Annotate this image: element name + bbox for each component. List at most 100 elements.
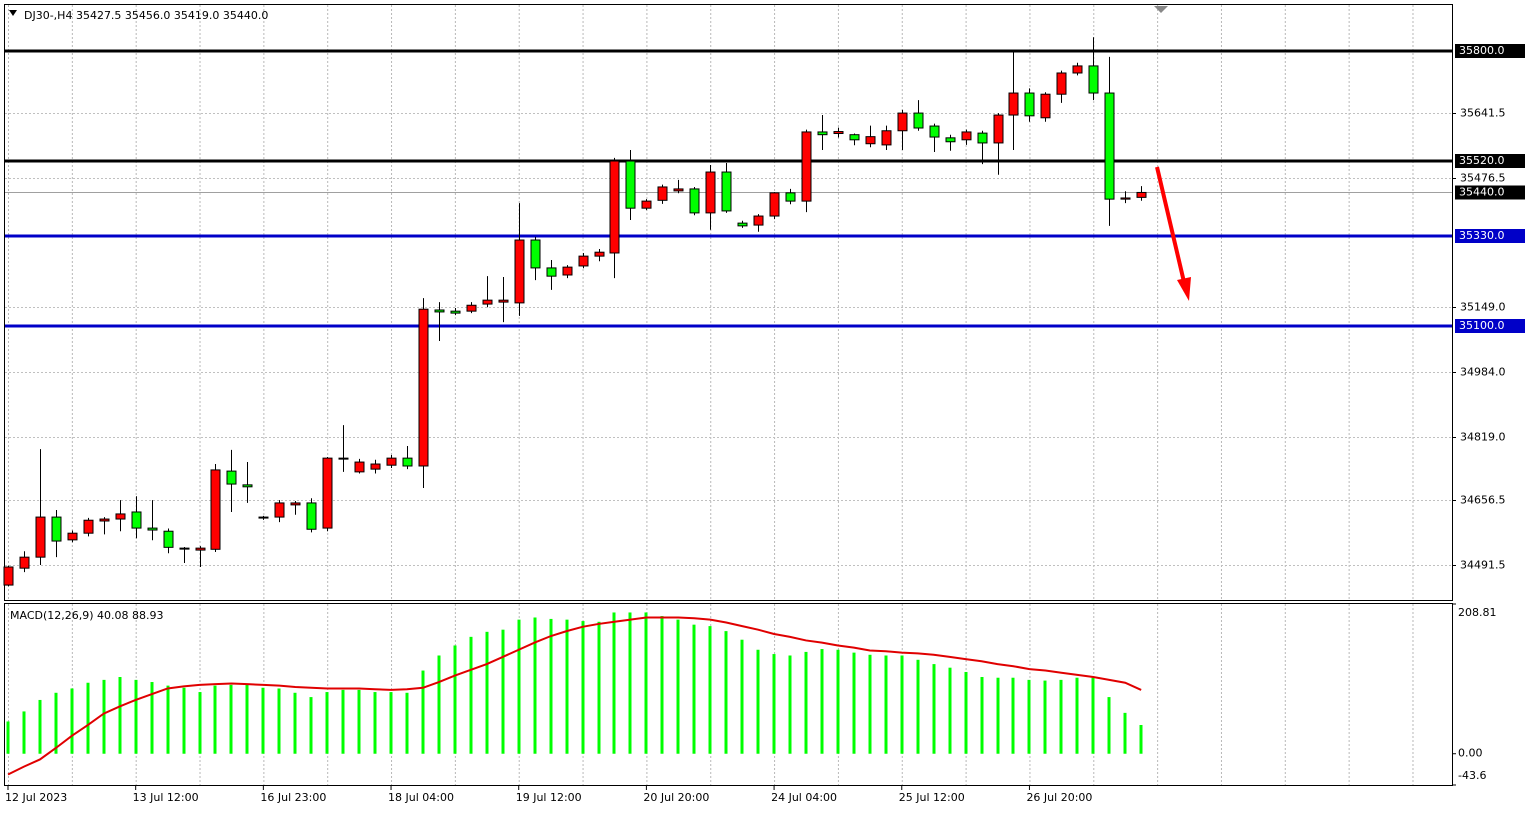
macd-bar [86,682,90,754]
candle-body [370,463,381,470]
candle-body [418,308,429,467]
x-tick-label: 25 Jul 12:00 [899,791,965,804]
candle-body [977,132,988,144]
macd-bar [309,697,313,754]
macd-bar [804,651,808,754]
macd-bar [1091,677,1095,754]
macd-bar [6,721,10,754]
macd-bar [389,692,393,754]
macd-bar [245,684,249,754]
y-tick-label: 34491.5 [1460,559,1506,572]
macd-bar [469,636,473,754]
macd-bar [182,687,186,754]
macd-bar [501,629,505,754]
candle-body [641,200,652,209]
level-label: 35800.0 [1459,44,1505,57]
candle-body [19,556,30,569]
macd-bar [54,692,58,754]
macd-bar [612,612,616,754]
macd-bar [740,639,744,754]
candle-body [929,125,940,138]
candle-body [753,215,764,226]
macd-bar [772,654,776,754]
candle-body [35,516,46,558]
main-panel [4,4,1453,601]
candle-body [673,188,684,192]
macd-bar [964,671,968,754]
y-tick-label: 35476.5 [1460,172,1506,185]
macd-bar [884,655,888,754]
y-tick-label: 34984.0 [1460,366,1506,379]
macd-bar [836,649,840,754]
macd-bar [1075,677,1079,754]
macd-bar [932,664,936,754]
x-tick-label: 13 Jul 12:00 [133,791,199,804]
level-label-box [1455,44,1525,58]
macd-bar [134,679,138,754]
candle-body [849,134,860,141]
macd-panel [4,603,1453,786]
y-tick-label: -43.6 [1458,769,1486,782]
candle-body [338,457,349,460]
candle-body [530,239,541,269]
candle-body [402,457,413,467]
candle-body [322,457,333,529]
candle-body [1120,197,1131,200]
candle-body [1104,92,1115,200]
macd-bar [756,649,760,754]
macd-bar [1123,712,1127,754]
macd-bar [150,682,154,754]
x-tick-label: 18 Jul 04:00 [388,791,454,804]
macd-bar [341,689,345,754]
signal-line [7,616,1142,776]
candle-body [258,516,269,519]
last-price-box [1455,185,1525,200]
macd-bar [820,649,824,754]
y-tick-label: 208.81 [1458,606,1497,619]
candle-body [817,131,828,136]
candle-body [51,516,62,542]
macd-bar [102,679,106,754]
macd-bar [565,619,569,754]
menu-arrow[interactable] [9,10,17,16]
candle-body [689,188,700,214]
y-tick-label: 35149.0 [1460,301,1506,314]
macd-title: MACD(12,26,9) 40.08 88.93 [10,609,164,622]
candle-body [993,114,1004,144]
macd-bar [405,692,409,754]
candle-body [1088,65,1099,94]
macd-bar [916,659,920,754]
macd-bar [1139,724,1143,754]
macd-bar [852,652,856,754]
x-tick-label: 16 Jul 23:00 [260,791,326,804]
y-tick-label: 34819.0 [1460,431,1506,444]
annotation-arrowhead [1177,277,1191,301]
candle-body [1040,93,1051,119]
candle-body [83,519,94,534]
candle-body [498,299,509,303]
macd-bar [1043,680,1047,754]
macd-bar [118,677,122,754]
candle-body [466,304,477,312]
level-label: 35330.0 [1459,229,1505,242]
candle-body [562,266,573,276]
candle-body [1024,92,1035,117]
candle-body [195,547,206,551]
candle-body [1136,191,1147,198]
y-tick-label: 35641.5 [1460,107,1506,120]
shift-marker [1154,6,1168,13]
candle-body [3,566,14,586]
candle-body [290,502,301,506]
level-label: 35520.0 [1459,154,1505,167]
candle-body [657,186,668,201]
macd-bar [437,655,441,754]
macd-bar [533,617,537,754]
candle-body [594,251,605,257]
macd-bar [948,667,952,754]
macd-bar [357,689,361,754]
x-tick-label: 19 Jul 12:00 [516,791,582,804]
macd-bar [628,612,632,754]
macd-bar [581,621,585,754]
candle-body [1056,72,1067,95]
